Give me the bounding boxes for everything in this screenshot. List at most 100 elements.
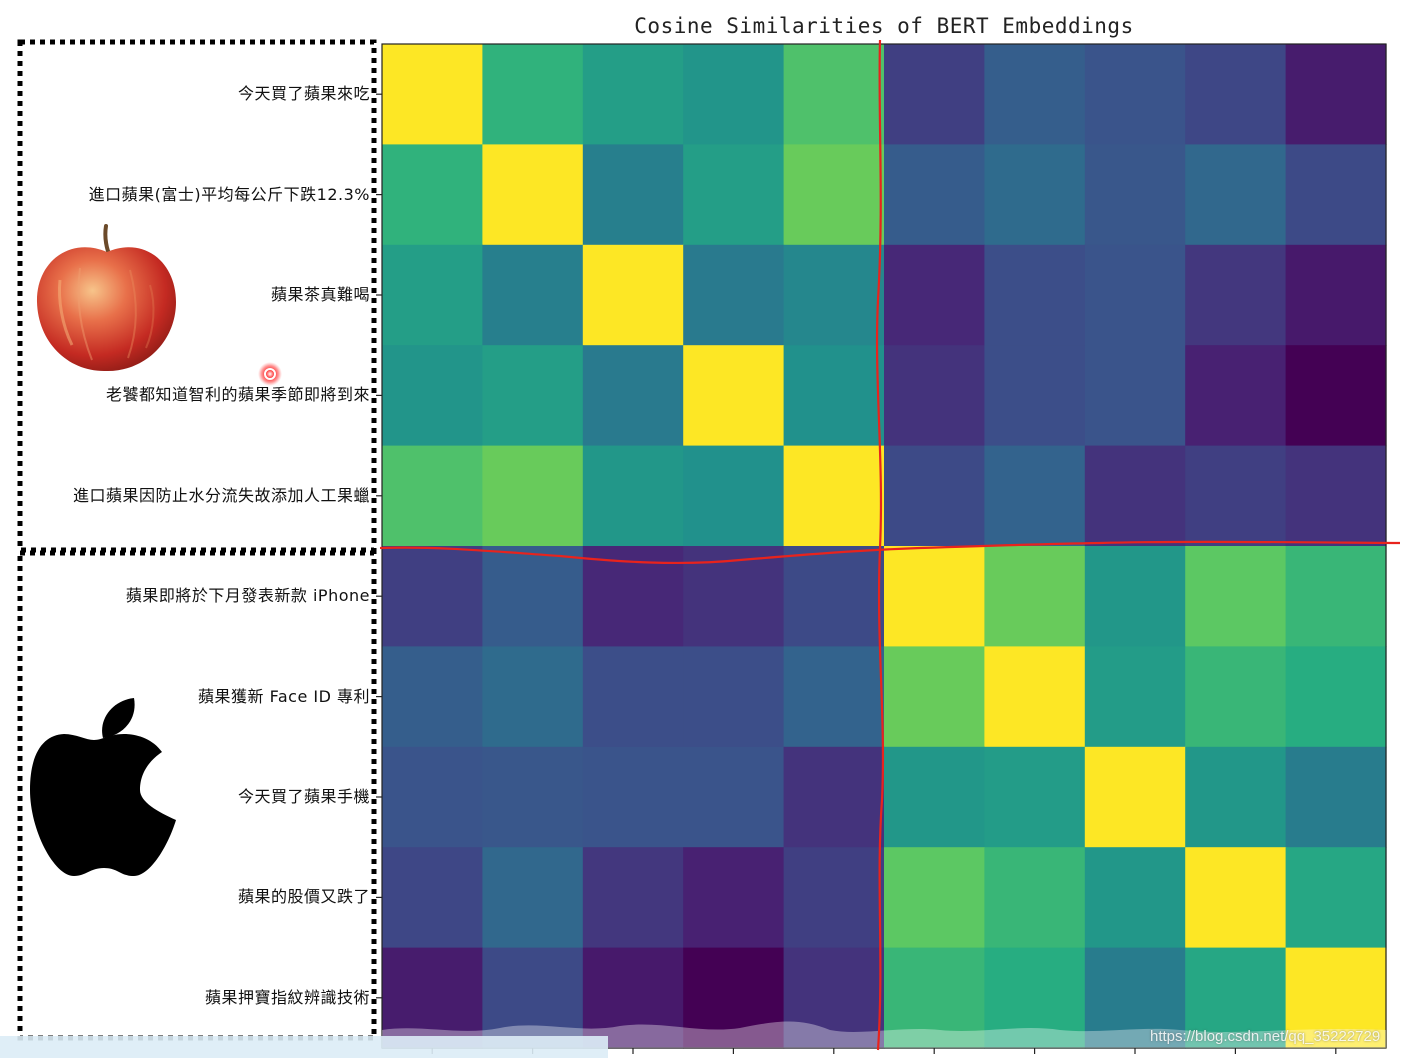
heatmap-cell-r5-c8 [1185, 546, 1287, 647]
row-label-5: 蘋果即將於下月發表新款 iPhone [125, 586, 370, 606]
heatmap-cell-r3-c4 [783, 345, 885, 447]
heatmap-cell-r1-c9 [1285, 144, 1387, 246]
heatmap-cell-r1-c0 [382, 144, 483, 246]
heatmap-cell-r3-c0 [382, 345, 483, 447]
row-label-0: 今天買了蘋果來吃 [237, 84, 370, 104]
heatmap-cell-r3-c7 [1084, 345, 1186, 447]
heatmap-cell-r6-c5 [884, 646, 985, 748]
heatmap-cell-r0-c3 [683, 44, 785, 145]
heatmap-cell-r7-c6 [984, 746, 1086, 848]
heatmap-cell-r6-c4 [783, 646, 885, 748]
heatmap-cell-r6-c0 [382, 646, 483, 748]
heatmap-cell-r4-c1 [482, 445, 584, 547]
heatmap-cell-r7-c5 [884, 746, 985, 848]
cursor-dot-ring [264, 368, 276, 380]
heatmap-cell-r9-c5 [884, 947, 985, 1049]
heatmap-cell-r8-c0 [382, 847, 483, 949]
heatmap-cell-r9-c8 [1185, 947, 1287, 1049]
heatmap-cell-r9-c1 [482, 947, 584, 1049]
heatmap-cell-r9-c9 [1285, 947, 1387, 1049]
heatmap-cell-r2-c7 [1084, 244, 1186, 346]
heatmap-cell-r1-c3 [683, 144, 785, 246]
heatmap-cell-r6-c7 [1084, 646, 1186, 748]
heatmap-cell-r1-c5 [884, 144, 985, 246]
heatmap-cell-r0-c9 [1285, 44, 1387, 145]
cursor-dot [258, 362, 282, 386]
heatmap-cell-r4-c2 [582, 445, 684, 547]
heatmap-cell-r3-c2 [582, 345, 684, 447]
heatmap-cell-r9-c4 [783, 947, 885, 1049]
heatmap-cell-r8-c3 [683, 847, 785, 949]
heatmap-cell-r0-c0 [382, 44, 483, 145]
heatmap-cell-r6-c9 [1285, 646, 1387, 748]
heatmap-cell-r9-c3 [683, 947, 785, 1049]
heatmap-cell-r6-c2 [582, 646, 684, 748]
heatmap-cell-r2-c4 [783, 244, 885, 346]
heatmap-cell-r7-c2 [582, 746, 684, 848]
heatmap-cell-r2-c1 [482, 244, 584, 346]
heatmap-cell-r7-c3 [683, 746, 785, 848]
heatmap-cell-r5-c7 [1084, 546, 1186, 647]
video-fade-strip [382, 1021, 1386, 1048]
heatmap-cell-r5-c5 [884, 546, 985, 647]
row-label-8: 蘋果的股價又跌了 [237, 887, 370, 907]
heatmap-cell-r0-c6 [984, 44, 1086, 145]
heatmap-cell-r3-c3 [683, 345, 785, 447]
heatmap-cell-r4-c8 [1185, 445, 1287, 547]
heatmap-cell-r1-c8 [1185, 144, 1287, 246]
heatmap-cell-r6-c6 [984, 646, 1086, 748]
heatmap-cell-r1-c7 [1084, 144, 1186, 246]
heatmap-cell-r9-c7 [1084, 947, 1186, 1049]
horizontal-divider-line [379, 540, 1401, 565]
heatmap-cells [382, 44, 1387, 1049]
heatmap-cell-r0-c7 [1084, 44, 1186, 145]
heatmap-cell-r6-c8 [1185, 646, 1287, 748]
heatmap-cell-r5-c1 [482, 546, 584, 647]
video-bar-strip [0, 1036, 608, 1058]
heatmap-cell-r1-c6 [984, 144, 1086, 246]
heatmap-cell-r2-c6 [984, 244, 1086, 346]
heatmap-cell-r0-c4 [783, 44, 885, 145]
heatmap-cell-r5-c0 [382, 546, 483, 647]
heatmap-cell-r4-c4 [783, 445, 885, 547]
heatmap-cell-r8-c5 [884, 847, 985, 949]
heatmap-cell-r8-c7 [1084, 847, 1186, 949]
heatmap-cell-r4-c5 [884, 445, 985, 547]
heatmap-cell-r2-c9 [1285, 244, 1387, 346]
heatmap-cell-r0-c5 [884, 44, 985, 145]
heatmap-cell-r2-c0 [382, 244, 483, 346]
heatmap-cell-r8-c9 [1285, 847, 1387, 949]
heatmap-cell-r4-c0 [382, 445, 483, 547]
heatmap-cell-r4-c6 [984, 445, 1086, 547]
heatmap-cell-r5-c9 [1285, 546, 1387, 647]
heatmap-cell-r4-c7 [1084, 445, 1186, 547]
heatmap-cell-r3-c9 [1285, 345, 1387, 447]
heatmap-cell-r3-c6 [984, 345, 1086, 447]
heatmap-cell-r6-c1 [482, 646, 584, 748]
apple-logo-icon [30, 698, 176, 876]
heatmap-cell-r3-c8 [1185, 345, 1287, 447]
row-label-3: 老饕都知道智利的蘋果季節即將到來 [105, 385, 370, 405]
row-label-6: 蘋果獲新 Face ID 專利 [198, 686, 370, 706]
heatmap-cell-r4-c9 [1285, 445, 1387, 547]
heatmap-cell-r8-c4 [783, 847, 885, 949]
heatmap-cell-r5-c6 [984, 546, 1086, 647]
group-frame-fruit [17, 39, 377, 553]
heatmap-cell-r8-c2 [582, 847, 684, 949]
heatmap-cell-r2-c2 [582, 244, 684, 346]
heatmap-cell-r1-c4 [783, 144, 885, 246]
heatmap-cell-r4-c3 [683, 445, 785, 547]
heatmap-cell-r2-c5 [884, 244, 985, 346]
row-label-7: 今天買了蘋果手機 [237, 787, 370, 806]
row-label-9: 蘋果押寶指紋辨識技術 [204, 987, 370, 1007]
heatmap-cell-r7-c0 [382, 746, 483, 848]
heatmap-cell-r2-c8 [1185, 244, 1287, 346]
heatmap-cell-r3-c5 [884, 345, 985, 447]
chart-title: Cosine Similarities of BERT Embeddings [634, 14, 1134, 38]
heatmap-cell-r7-c4 [783, 746, 885, 848]
row-label-1: 進口蘋果(富士)平均每公斤下跌12.3% [88, 184, 370, 204]
heatmap-cell-r9-c2 [582, 947, 684, 1049]
heatmap-cell-r0-c8 [1185, 44, 1287, 145]
